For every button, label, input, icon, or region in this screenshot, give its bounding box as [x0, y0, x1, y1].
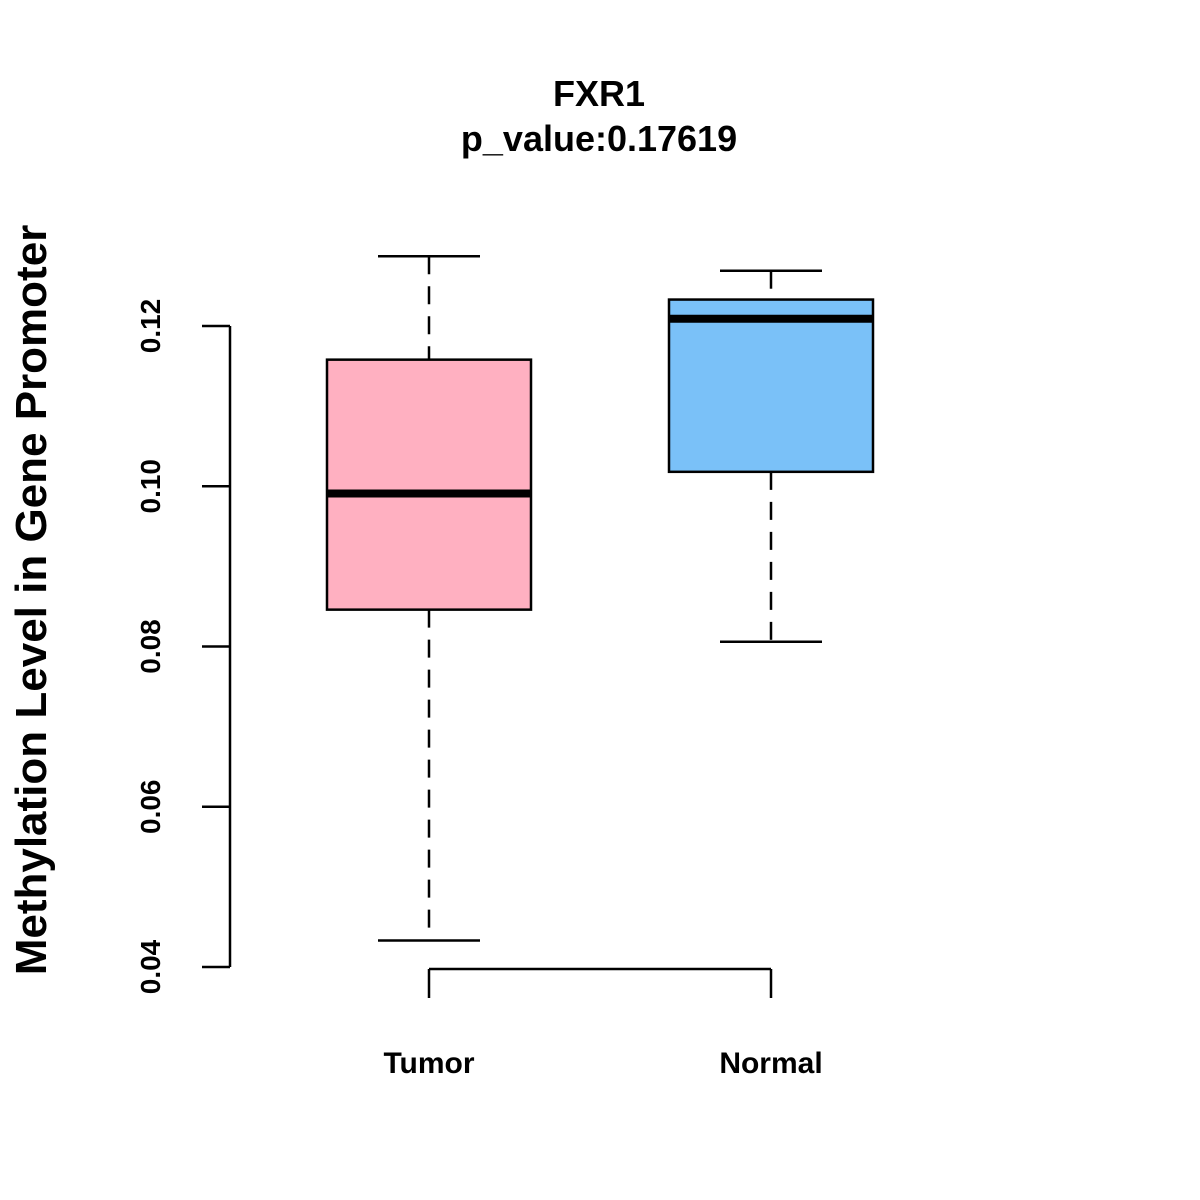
y-tick-label: 0.12 — [135, 299, 166, 354]
x-tick-label-tumor: Tumor — [383, 1047, 474, 1080]
y-tick-label: 0.08 — [135, 619, 166, 674]
x-axis: Tumor Normal — [383, 967, 823, 1080]
y-tick-label: 0.04 — [135, 939, 166, 994]
box-iqr — [667, 298, 875, 474]
box-iqr — [325, 358, 533, 611]
box-tumor — [325, 255, 533, 942]
y-tick-label: 0.06 — [135, 780, 166, 835]
boxes-group — [325, 255, 875, 942]
chart-subtitle: p_value:0.17619 — [461, 118, 737, 159]
y-axis-label: Methylation Level in Gene Promoter — [7, 225, 56, 976]
y-axis: 0.04 0.06 0.08 0.10 0.12 — [135, 299, 232, 994]
y-tick-label: 0.10 — [135, 459, 166, 514]
x-tick-label-normal: Normal — [719, 1047, 822, 1080]
box-normal — [667, 269, 875, 643]
chart-title: FXR1 — [553, 73, 645, 114]
